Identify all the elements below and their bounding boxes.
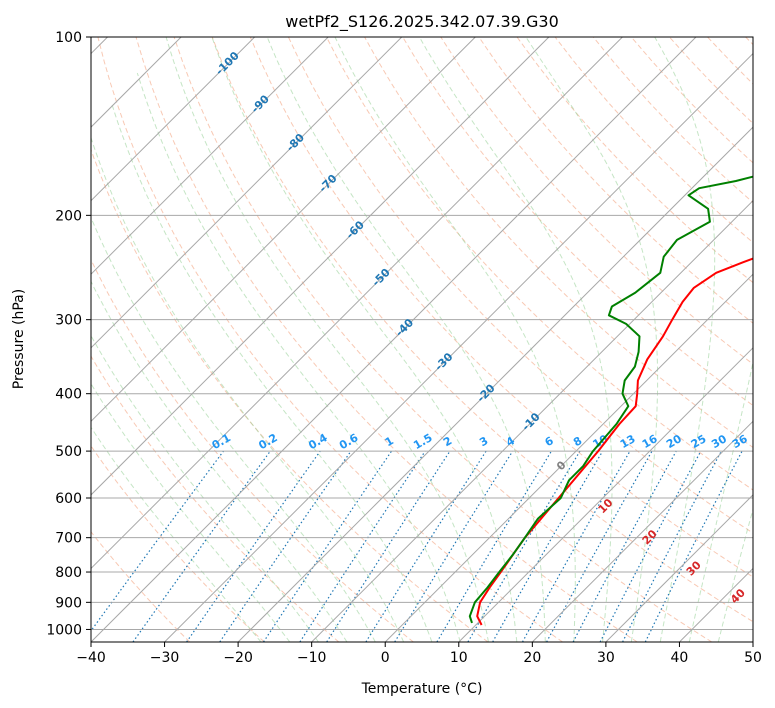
x-tick-label: 20 xyxy=(523,650,541,666)
isotherm xyxy=(91,37,403,349)
moist-adiabat xyxy=(654,37,716,642)
dry-adiabat xyxy=(211,37,753,623)
moist-adiabat xyxy=(91,280,348,642)
dry-adiabat xyxy=(326,37,753,491)
mixing-ratio-line xyxy=(186,450,321,642)
x-tick-label: 10 xyxy=(450,650,468,666)
isotherm xyxy=(91,37,623,570)
dry-adiabat xyxy=(91,531,191,642)
moist-adiabat xyxy=(136,72,461,642)
x-tick-label: 40 xyxy=(671,650,689,666)
moist-adiabat xyxy=(418,37,613,642)
dry-adiabat xyxy=(478,37,753,324)
isotherm xyxy=(91,37,329,275)
dry-adiabat xyxy=(249,37,753,578)
isotherm xyxy=(311,199,753,642)
sounding-series xyxy=(468,175,753,626)
isotherm xyxy=(237,126,753,642)
y-axis-label: Pressure (hPa) xyxy=(11,289,27,389)
mixing-ratio-line xyxy=(521,450,631,642)
x-tick-label: 50 xyxy=(744,650,762,666)
moist-adiabats xyxy=(91,37,753,642)
isotherms xyxy=(91,37,753,642)
y-tick-label: 900 xyxy=(55,595,82,611)
isotherm xyxy=(91,37,256,202)
moist-adiabat xyxy=(91,216,376,642)
dry-adiabat xyxy=(91,148,489,642)
y-tick-label: 400 xyxy=(55,387,82,403)
isotherm xyxy=(91,37,697,642)
mixing-ratio-line xyxy=(299,450,426,642)
x-tick-label: −40 xyxy=(76,650,106,666)
moist-adiabat xyxy=(266,37,546,642)
dry-adiabat xyxy=(516,37,753,284)
isotherm xyxy=(531,420,753,642)
x-axis-ticks: −40 −30 −20 −10 0 10 20 30 40 50 xyxy=(76,642,762,666)
moist-adiabat xyxy=(688,360,753,642)
x-tick-label: 30 xyxy=(597,650,615,666)
isotherm xyxy=(164,52,753,642)
y-tick-label: 300 xyxy=(55,313,82,329)
mixing-ratio-line xyxy=(546,450,653,642)
moist-adiabat xyxy=(91,136,405,642)
temperature-line xyxy=(476,257,753,626)
mixing-ratio-line xyxy=(132,450,271,642)
dry-adiabat xyxy=(97,37,563,642)
dry-adiabat xyxy=(91,355,340,642)
dry-adiabat xyxy=(135,37,638,642)
moist-adiabat xyxy=(111,104,433,642)
isobars xyxy=(91,37,753,630)
y-tick-label: 600 xyxy=(55,491,82,507)
plot-area: -100-90-80-70-60-50-40-30-20-100.1 0.2 0.4… xyxy=(91,37,753,642)
mixing-ratio-line xyxy=(219,450,352,642)
x-tick-label: −10 xyxy=(297,650,327,666)
y-tick-label: 1000 xyxy=(46,622,82,638)
mixing-ratio-line xyxy=(394,450,514,642)
mixing-ratio-line xyxy=(91,450,224,632)
x-axis-label: Temperature (°C) xyxy=(361,681,483,697)
mixing-ratio-line xyxy=(644,450,743,642)
y-axis-ticks: 1000 900 800 700 600 500 400 300 200 100 xyxy=(46,30,91,638)
y-tick-label: 800 xyxy=(55,565,82,581)
y-tick-label: 500 xyxy=(55,444,82,460)
isotherm xyxy=(91,37,550,496)
isotherm xyxy=(605,494,753,642)
x-tick-label: 0 xyxy=(381,650,390,666)
isotherm xyxy=(384,273,753,642)
mixing-ratio-line xyxy=(262,450,392,642)
dewpoint-line xyxy=(468,175,753,624)
moist-adiabat xyxy=(334,37,576,642)
isotherm xyxy=(458,347,753,642)
mixing-ratio-line xyxy=(326,450,451,642)
mixing-ratio-line xyxy=(572,450,677,642)
dry-adiabat xyxy=(91,445,265,642)
moist-adiabat xyxy=(717,507,753,642)
moist-adiabat xyxy=(91,334,319,642)
moist-adiabat xyxy=(211,37,518,642)
plot-frame xyxy=(90,36,754,643)
moist-adiabat xyxy=(165,37,489,642)
moist-adiabat xyxy=(91,382,291,642)
y-tick-label: 200 xyxy=(55,208,82,224)
y-tick-label: 100 xyxy=(55,30,82,46)
chart-title: wetPf2_S126.2025.342.07.39.G30 xyxy=(285,12,559,32)
dry-adiabat xyxy=(402,37,753,407)
x-tick-label: −30 xyxy=(150,650,180,666)
y-tick-label: 700 xyxy=(55,531,82,547)
isotherm xyxy=(91,37,476,423)
x-tick-label: −20 xyxy=(223,650,253,666)
mixing-ratio-lines xyxy=(91,450,743,642)
